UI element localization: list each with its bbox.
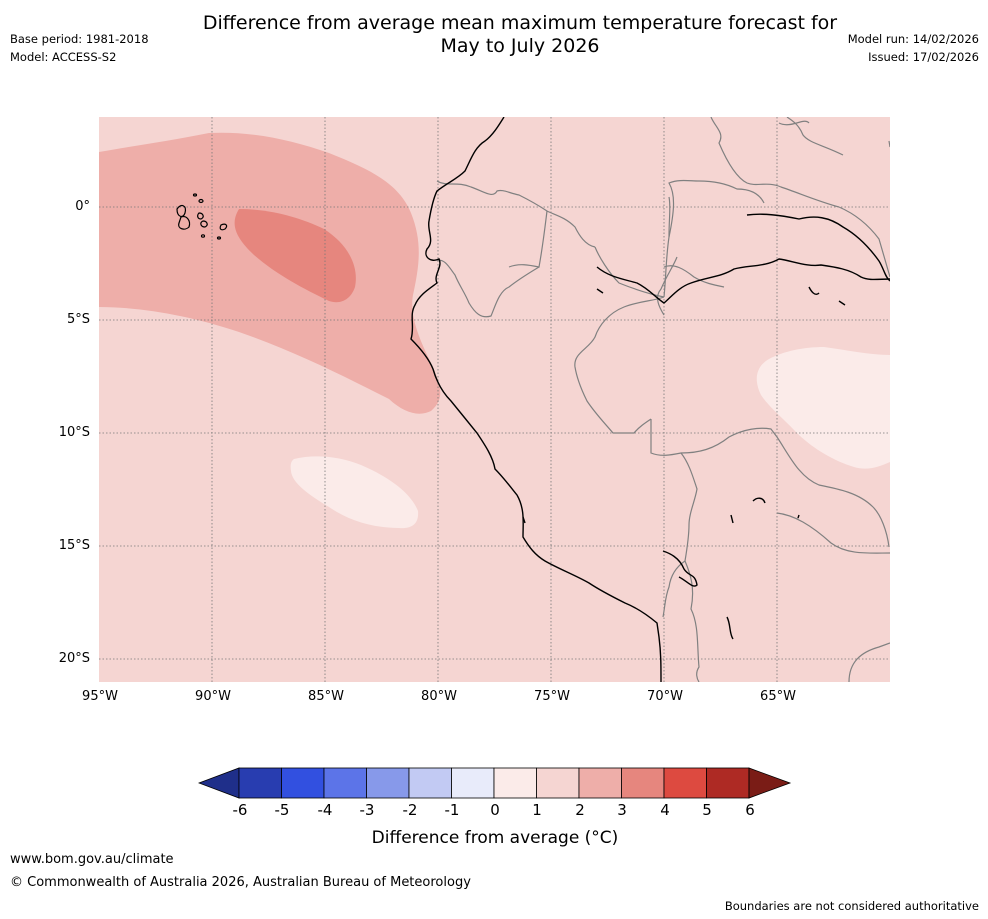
base-period: Base period: 1981-2018 [10,32,149,46]
model-run-date: Model run: 14/02/2026 [847,32,979,46]
lon-label-75w: 75°W [534,689,570,704]
colorbar-tick: 0 [490,801,500,819]
bom-link[interactable]: www.bom.gov.au/climate [10,852,174,867]
gridlines [99,117,890,682]
lon-label-80w: 80°W [421,689,457,704]
issued-date: Issued: 17/02/2026 [868,50,979,64]
coastline [410,117,890,682]
anomaly-zone-0-to-1-land [756,347,890,469]
colorbar-tick: -4 [317,801,333,819]
galapagos-islands [176,193,228,240]
colorbar-cell [663,767,707,799]
colorbar-cell [323,767,367,799]
colorbar-cell [748,767,792,799]
colorbar-cell [536,767,580,799]
chart-title: Difference from average mean maximum tem… [202,12,838,57]
colorbar-cell [493,767,537,799]
boundaries-disclaimer: Boundaries are not considered authoritat… [724,899,979,913]
colorbar-tick: -6 [232,801,248,819]
colorbar-cell [706,767,750,799]
colorbar-cell [408,767,452,799]
lat-label-0: 0° [75,199,90,214]
anomaly-map [99,117,890,682]
colorbar-label: Difference from average (°C) [371,828,619,848]
lat-label-20s: 20°S [58,651,90,666]
copyright-text: © Commonwealth of Australia 2026, Austra… [10,875,471,890]
colorbar-tick: 6 [745,801,755,819]
colorbar-tick: -1 [444,801,460,819]
colorbar-tick: 3 [617,801,627,819]
anomaly-zone-3-to-4 [234,209,356,303]
lon-label-65w: 65°W [760,689,796,704]
colorbar-tick: 4 [660,801,670,819]
meta-left: Base period: 1981-2018 Model: ACCESS-S2 [10,30,149,66]
colorbar-cell [198,767,240,799]
meta-right: Model run: 14/02/2026 Issued: 17/02/2026 [848,30,979,66]
colorbar-tick: 5 [702,801,712,819]
country-borders [436,117,890,682]
colorbar-cell [578,767,622,799]
colorbar-cell [621,767,665,799]
colorbar-tick: -2 [402,801,418,819]
model-name: Model: ACCESS-S2 [10,50,117,64]
lon-label-95w: 95°W [82,689,118,704]
colorbar-tick: 1 [532,801,542,819]
lat-label-5s: 5°S [66,312,90,327]
colorbar-tick: -5 [274,801,290,819]
lon-label-70w: 70°W [647,689,683,704]
colorbar-cell [366,767,410,799]
colorbar-cell [451,767,495,799]
colorbar-tick: 2 [575,801,585,819]
lon-label-85w: 85°W [308,689,344,704]
lat-label-10s: 10°S [58,425,90,440]
colorbar-tick: -3 [359,801,375,819]
colorbar-cell [238,767,282,799]
colorbar-cell [281,767,325,799]
lon-label-90w: 90°W [195,689,231,704]
lat-label-15s: 15°S [58,538,90,553]
anomaly-zone-2-to-3 [99,132,441,414]
anomaly-zone-0-to-1-ocean [290,456,419,529]
colorbar [198,767,792,799]
